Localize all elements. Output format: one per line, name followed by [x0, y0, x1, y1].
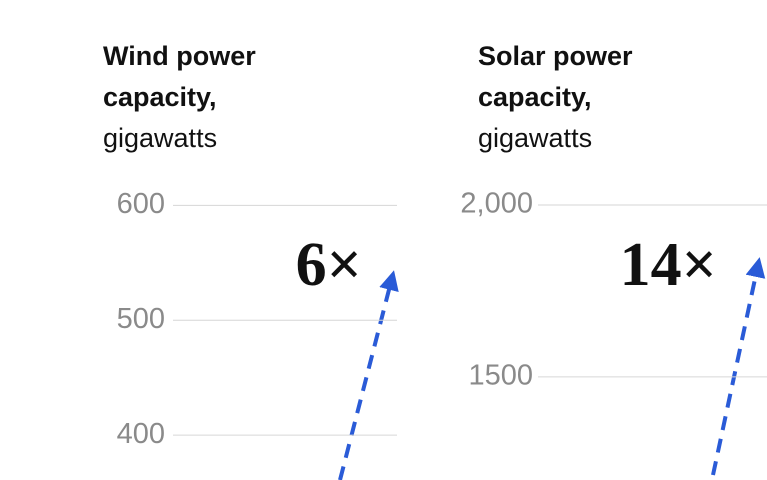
y-tick-label: 600: [117, 188, 165, 220]
chart-title: Wind power capacity,: [103, 41, 256, 112]
chart-subtitle: gigawatts: [103, 123, 218, 153]
growth-arrow: [338, 270, 399, 480]
chart-title: Solar power capacity,: [478, 41, 633, 112]
y-tick-label: 500: [117, 303, 165, 335]
chart-title-block: Solar power capacity, gigawatts: [478, 36, 678, 159]
y-tick-label: 1500: [468, 360, 533, 392]
growth-arrow: [711, 257, 766, 476]
y-tick-label: 400: [117, 418, 165, 450]
annotation: 6×: [296, 231, 362, 299]
y-tick-label: 2,000: [460, 188, 533, 220]
chart-subtitle: gigawatts: [478, 123, 593, 153]
annotation: 14×: [620, 231, 717, 299]
chart-title-block: Wind power capacity, gigawatts: [103, 36, 303, 159]
